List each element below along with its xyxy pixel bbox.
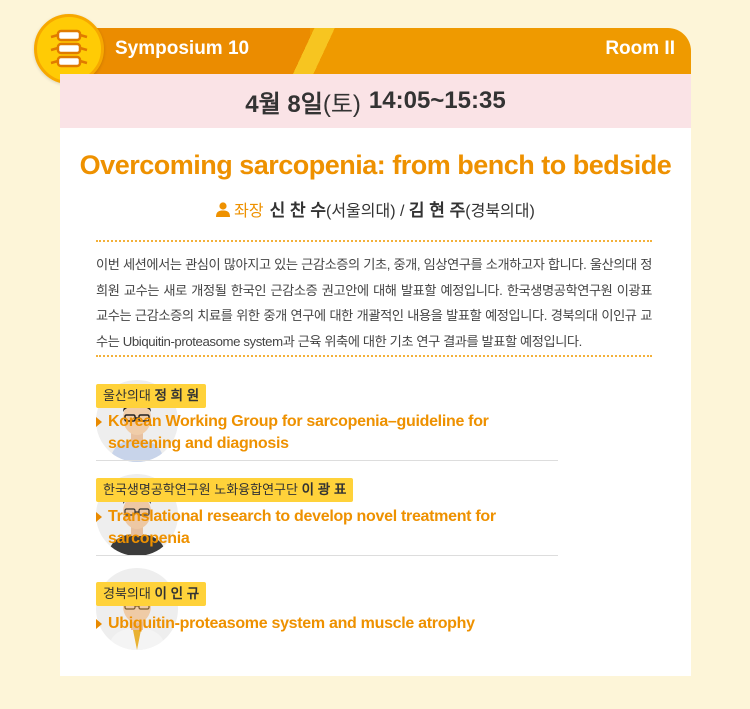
chair-label: 좌장	[234, 203, 264, 220]
date-weekday: (토)	[322, 90, 361, 118]
header-bar	[60, 28, 691, 74]
room-label: Room II	[605, 38, 675, 59]
speaker-1-talk: Korean Working Group for sarcopenia–guid…	[108, 413, 489, 452]
speaker-1-name: 정 희 원	[154, 388, 200, 403]
bullet-arrow-icon	[96, 619, 102, 629]
chairs-line: 좌장 신 찬 수(서울의대) / 김 현 주(경북의대)	[60, 196, 691, 221]
bullet-arrow-icon	[96, 417, 102, 427]
speaker-separator	[96, 555, 558, 556]
speaker-2-name: 이 광 표	[301, 482, 347, 497]
spine-icon	[34, 14, 104, 84]
speaker-3-name: 이 인 규	[154, 586, 200, 601]
speaker-3-photo	[96, 568, 178, 650]
symposium-label: Symposium 10	[115, 38, 250, 59]
speaker-3-tag: 경북의대 이 인 규	[96, 582, 207, 606]
chair1-affiliation: (서울의대)	[326, 203, 396, 220]
speaker-2-affiliation: 한국생명공학연구원 노화융합연구단	[103, 482, 298, 497]
session-title: Overcoming sarcopenia: from bench to bed…	[79, 150, 672, 180]
speaker-separator	[96, 460, 558, 461]
bullet-arrow-icon	[96, 512, 102, 522]
chair2-affiliation: (경북의대)	[465, 203, 535, 220]
speaker-3-talk: Ubiquitin-proteasome system and muscle a…	[108, 615, 475, 632]
session-description: 이번 세션에서는 관심이 많아지고 있는 근감소증의 기초, 중개, 임상연구를…	[96, 257, 652, 349]
session-card	[60, 60, 691, 676]
divider-top	[96, 240, 652, 242]
date-band: 4월 8일 (토) 14:05~15:35	[60, 74, 691, 128]
chair1-name: 신 찬 수	[269, 201, 326, 220]
speaker-1-tag: 울산의대 정 희 원	[96, 384, 207, 408]
person-icon	[216, 202, 231, 217]
speaker-2-talk: Translational research to develop novel …	[108, 508, 496, 547]
speaker-3-affiliation: 경북의대	[103, 586, 151, 601]
speaker-1-affiliation: 울산의대	[103, 388, 151, 403]
chair-separator: /	[400, 203, 405, 220]
date-day: 4월 8일	[245, 90, 323, 118]
speaker-2-tag: 한국생명공학연구원 노화융합연구단 이 광 표	[96, 478, 354, 502]
date-time: 14:05~15:35	[368, 87, 506, 114]
chair2-name: 김 현 주	[408, 201, 466, 220]
divider-bottom	[96, 355, 652, 357]
